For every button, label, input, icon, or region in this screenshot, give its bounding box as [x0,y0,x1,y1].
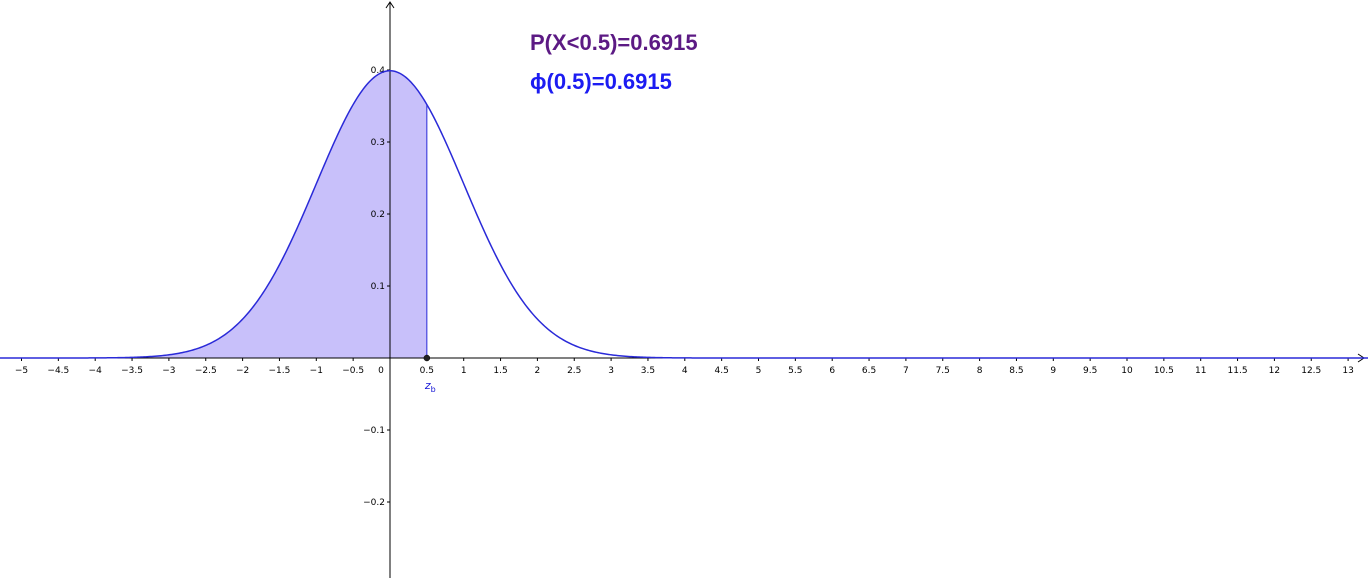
x-tick-label: 0 [378,366,384,376]
y-tick-label: −0.2 [363,498,385,508]
x-tick-label: 7.5 [936,366,950,376]
y-tick-label: 0.1 [371,282,385,292]
y-axis-ticks: 0.4 0.3 0.2 0.1 −0.1 −0.2 [363,66,390,508]
x-tick-label: 2.5 [567,366,581,376]
x-tick-label: 12 [1269,366,1280,376]
probability-annotation: P(X<0.5)=0.6915 [530,30,698,55]
x-tick-label: 7 [903,366,909,376]
y-tick-label: −0.1 [363,426,385,436]
y-tick-label: 0.3 [371,138,385,148]
x-tick-label: −5 [15,366,28,376]
x-tick-label: 9 [1050,366,1056,376]
x-tick-label: 11.5 [1228,366,1248,376]
x-tick-label: 0.5 [420,366,434,376]
z-point[interactable] [423,354,431,362]
x-tick-label: 12.5 [1301,366,1321,376]
y-tick-label: 0.2 [371,210,385,220]
x-tick-label: 5.5 [788,366,802,376]
x-tick-label: −1 [310,366,323,376]
x-tick-label: −4.5 [47,366,69,376]
x-tick-label: 6 [829,366,835,376]
x-tick-label: −0.5 [342,366,364,376]
x-tick-label: 4 [682,366,688,376]
x-tick-label: −4 [89,366,103,376]
x-tick-label: 6.5 [862,366,876,376]
x-tick-label: 3.5 [641,366,655,376]
x-tick-label: 2 [535,366,541,376]
x-tick-label: 13 [1342,366,1353,376]
x-tick-label: −1.5 [269,366,291,376]
z-point-label: zb [424,379,436,394]
shaded-area-under-curve [0,70,427,358]
x-tick-label: 4.5 [714,366,728,376]
phi-annotation: ϕ(0.5)=0.6915 [530,69,672,94]
x-tick-label: −3.5 [121,366,143,376]
x-tick-label: 1 [461,366,467,376]
x-tick-label: −2.5 [195,366,217,376]
x-tick-label: 8 [977,366,983,376]
x-tick-label: 3 [608,366,614,376]
x-tick-label: 10.5 [1154,366,1174,376]
x-tick-label: 10 [1121,366,1133,376]
y-tick-label: 0.4 [371,66,386,76]
x-axis-ticks: −5 −4.5 −4 −3.5 −3 −2.5 −2 −1.5 −1 −0.5 0 0.5 1 1.5 2 2… [15,358,1354,376]
x-tick-label: 1.5 [493,366,507,376]
x-tick-label: −3 [162,366,175,376]
x-tick-label: 9.5 [1083,366,1097,376]
x-tick-label: 5 [756,366,762,376]
x-tick-label: 11 [1195,366,1206,376]
x-tick-label: 8.5 [1009,366,1023,376]
density-curve [0,70,1368,359]
x-tick-label: −2 [236,366,249,376]
y-axis-arrow [385,1,395,9]
